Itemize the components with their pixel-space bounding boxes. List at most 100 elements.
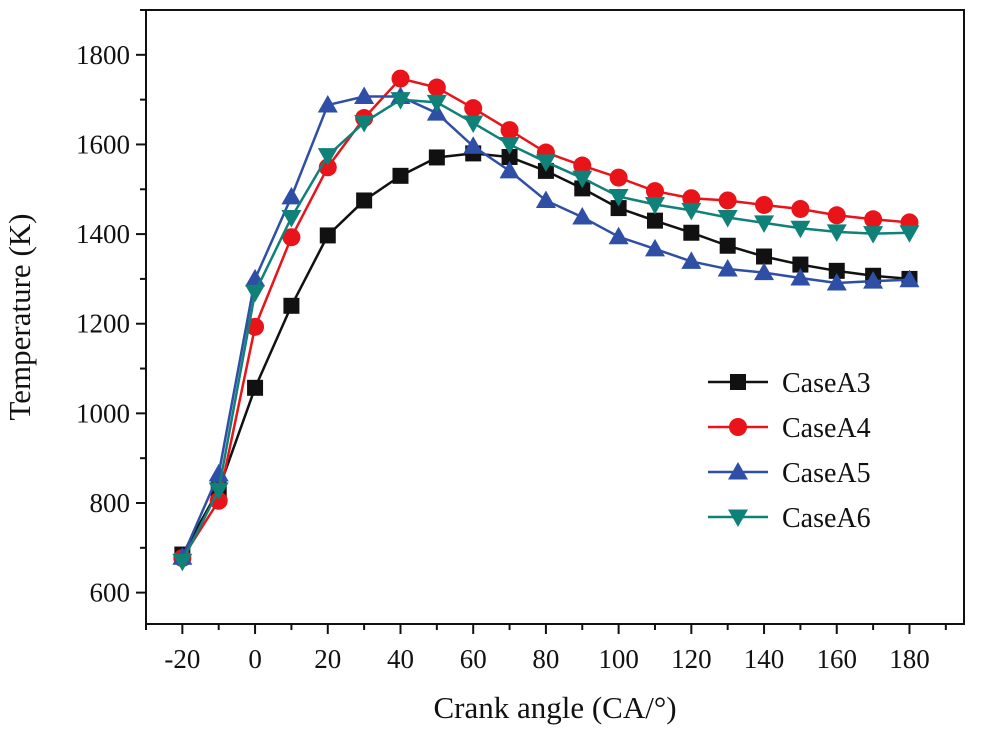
data-point-CaseA4 (500, 121, 519, 140)
y-tick-label: 1600 (76, 129, 130, 159)
series-layer (172, 69, 920, 572)
data-point-CaseA3 (719, 237, 736, 254)
data-point-CaseA5 (317, 95, 338, 113)
data-point-CaseA4 (682, 189, 701, 208)
data-point-CaseA5 (644, 238, 665, 257)
legend-label: CaseA4 (782, 413, 871, 444)
data-point-CaseA6 (644, 197, 665, 215)
data-point-CaseA6 (608, 188, 629, 207)
x-tick-label: 0 (248, 644, 262, 674)
data-point-CaseA3 (392, 167, 409, 184)
data-point-CaseA4 (755, 195, 774, 214)
data-point-CaseA4 (827, 206, 846, 225)
data-point-CaseA3 (683, 224, 700, 241)
x-tick-label: 40 (387, 644, 414, 674)
data-point-CaseA6 (245, 284, 266, 303)
data-point-CaseA4 (282, 228, 301, 247)
data-point-CaseA3 (828, 262, 845, 279)
data-point-CaseA3 (756, 248, 773, 265)
data-point-CaseA4 (464, 99, 483, 118)
data-point-CaseA6 (790, 220, 811, 239)
x-axis-title: Crank angle (CA/°) (433, 690, 676, 725)
x-tick-label: 140 (744, 644, 785, 674)
y-tick-label: 600 (90, 578, 131, 608)
data-point-CaseA6 (208, 482, 229, 500)
legend-marker (729, 418, 747, 436)
x-axis-ticks: -20 0 20 40 60 80 100 120 140 160 180 (145, 624, 947, 674)
data-point-CaseA5 (717, 259, 738, 277)
legend: CaseA3 CaseA4 CaseA5 CaseA6 (708, 368, 871, 534)
data-point-CaseA5 (354, 86, 375, 104)
data-point-CaseA3 (610, 200, 627, 217)
data-point-CaseA5 (608, 226, 629, 245)
data-point-CaseA6 (717, 210, 738, 228)
data-point-CaseA5 (463, 136, 484, 154)
x-tick-label: 20 (314, 644, 341, 674)
data-point-CaseA5 (572, 207, 593, 225)
x-tick-label: -20 (164, 644, 200, 674)
y-tick-label: 1800 (76, 40, 130, 70)
data-point-CaseA6 (390, 92, 411, 110)
legend-item: CaseA5 (708, 458, 871, 489)
series-CaseA5 (172, 86, 920, 565)
y-tick-label: 800 (90, 488, 131, 518)
legend-label: CaseA3 (782, 368, 871, 399)
y-axis-ticks: 600 800 1000 1200 1400 1600 1800 (76, 9, 146, 608)
data-point-CaseA4 (427, 78, 446, 97)
data-point-CaseA4 (718, 191, 737, 210)
legend-marker (728, 462, 748, 480)
data-point-CaseA6 (826, 224, 847, 242)
x-tick-label: 100 (598, 644, 639, 674)
x-tick-label: 60 (460, 644, 487, 674)
data-point-CaseA3 (428, 149, 445, 166)
data-point-CaseA6 (899, 225, 920, 243)
data-point-CaseA4 (573, 156, 592, 175)
data-point-CaseA6 (863, 226, 884, 244)
data-point-CaseA5 (499, 160, 520, 179)
data-point-CaseA3 (574, 180, 591, 197)
y-axis-title: Temperature (K) (2, 214, 37, 421)
legend-label: CaseA6 (782, 503, 871, 534)
data-point-CaseA5 (281, 186, 302, 205)
data-point-CaseA4 (609, 168, 628, 187)
legend-item: CaseA6 (708, 503, 871, 534)
data-point-CaseA6 (463, 115, 484, 133)
y-tick-label: 1000 (76, 398, 130, 428)
data-point-CaseA5 (899, 269, 920, 288)
data-point-CaseA5 (754, 262, 775, 281)
legend-item: CaseA3 (708, 368, 871, 399)
x-tick-label: 180 (889, 644, 930, 674)
data-point-CaseA6 (535, 154, 556, 172)
data-point-CaseA5 (790, 268, 811, 286)
data-point-CaseA5 (535, 190, 556, 208)
y-tick-label: 1200 (76, 309, 130, 339)
data-point-CaseA6 (354, 114, 375, 133)
data-point-CaseA6 (754, 215, 775, 233)
data-point-CaseA4 (864, 210, 883, 229)
data-point-CaseA6 (426, 94, 447, 113)
data-point-CaseA3 (501, 149, 518, 166)
x-tick-label: 120 (671, 644, 712, 674)
x-tick-label: 160 (817, 644, 858, 674)
data-point-CaseA6 (172, 553, 193, 572)
data-point-CaseA6 (499, 136, 520, 155)
data-point-CaseA3 (356, 192, 373, 209)
data-point-CaseA5 (681, 251, 702, 269)
data-point-CaseA3 (283, 297, 300, 314)
data-point-CaseA5 (208, 463, 229, 482)
plot-frame (145, 9, 965, 625)
data-point-CaseA3 (247, 379, 264, 396)
data-point-CaseA6 (281, 210, 302, 228)
data-point-CaseA6 (317, 148, 338, 166)
legend-item: CaseA4 (708, 413, 871, 444)
legend-label: CaseA5 (782, 458, 871, 489)
data-point-CaseA4 (791, 199, 810, 218)
series-CaseA6 (172, 92, 920, 572)
data-point-CaseA3 (646, 212, 663, 229)
data-point-CaseA3 (319, 227, 336, 244)
data-point-CaseA5 (863, 271, 884, 289)
y-tick-label: 1400 (76, 219, 130, 249)
legend-marker (728, 509, 748, 527)
